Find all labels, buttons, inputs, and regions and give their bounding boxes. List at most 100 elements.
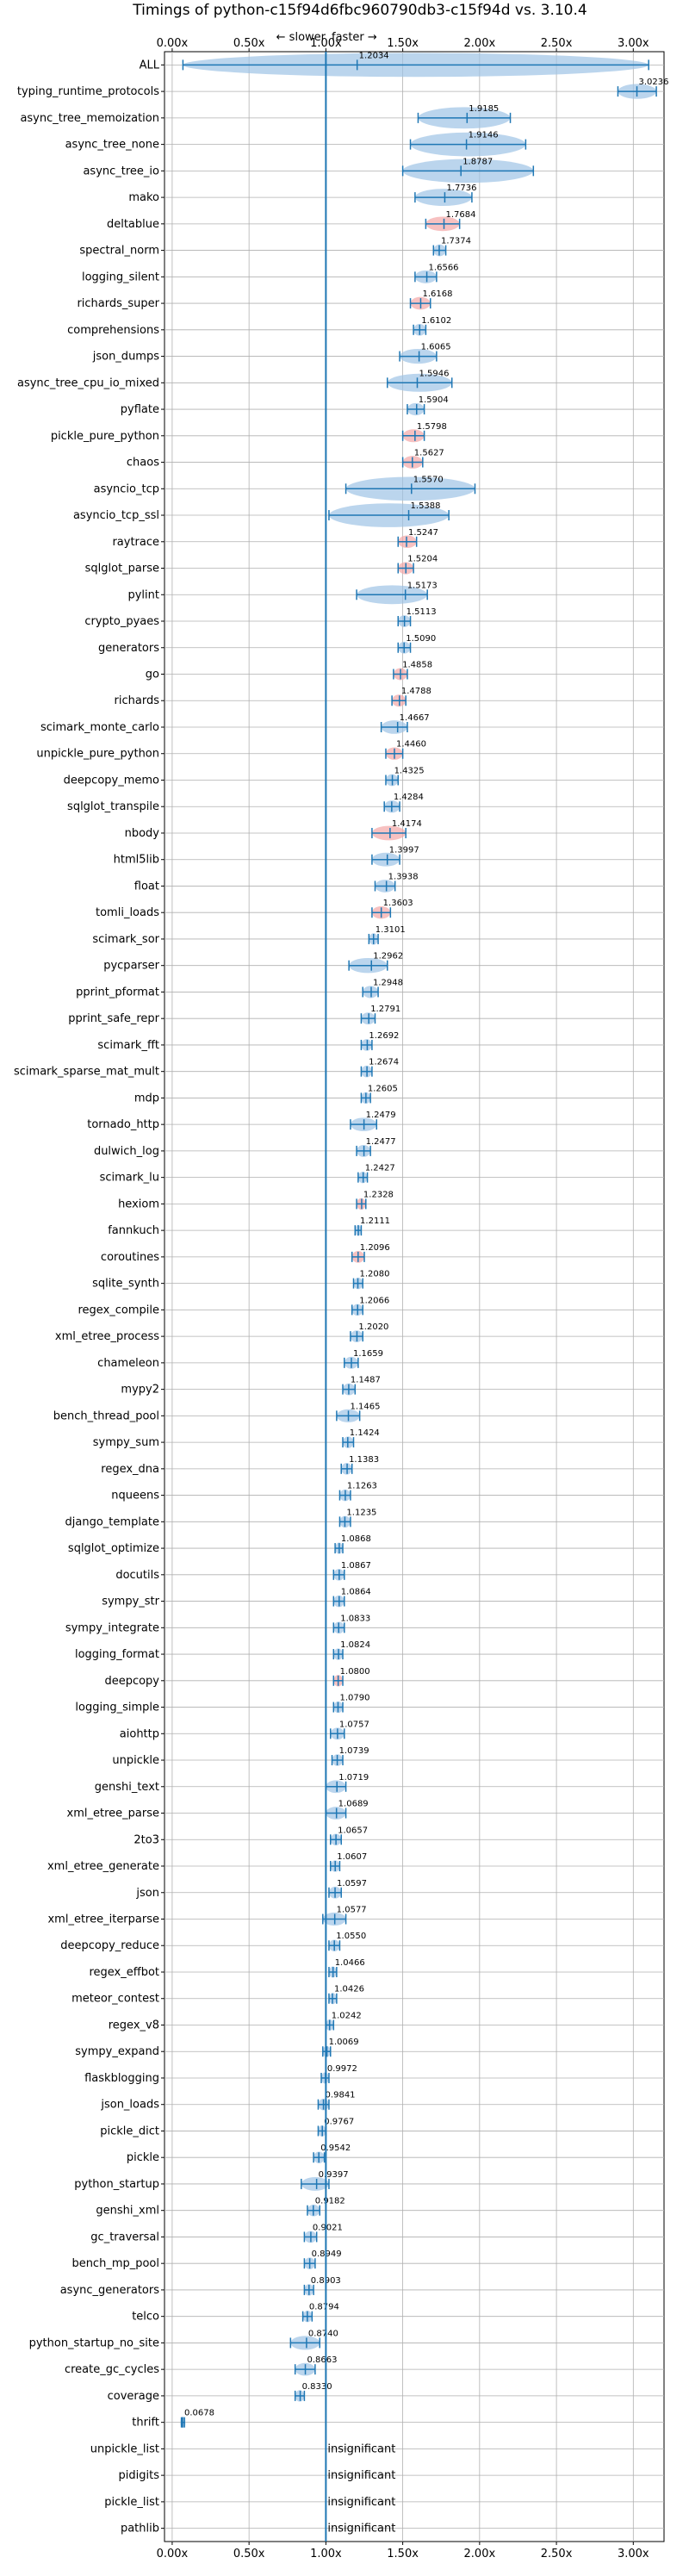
value-label: 1.3101 [376,925,406,935]
value-label: 1.5173 [407,581,438,590]
x-tick-label-bottom: 0.50x [233,2548,265,2560]
value-label: 1.0466 [335,1958,365,1968]
grid-lines [164,52,664,2542]
value-label: 1.2791 [370,1005,400,1014]
value-label: 0.0678 [184,2409,214,2418]
value-label: 1.0069 [329,2038,359,2047]
value-label: 1.0689 [338,1800,369,1809]
value-label: 0.9021 [313,2223,343,2232]
benchmark-labels: ALL typing_runtime_protocols async_tree_me… [14,59,164,2536]
benchmark-label: sympy_expand [75,2045,159,2058]
benchmark-label: sympy_str [102,1596,159,1608]
value-label: 1.5113 [407,607,437,617]
benchmark-label: logging_format [75,1648,159,1661]
benchmark-label: json_loads [100,2099,159,2112]
value-label: 1.0824 [340,1640,370,1650]
benchmark-label: unpickle [112,1754,159,1767]
benchmark-label: fannkuch [108,1224,159,1237]
benchmark-label: thrift [132,2417,159,2430]
value-label: 0.9397 [319,2170,349,2180]
x-tick-label-top: 2.50x [541,37,573,50]
value-label: 1.0242 [332,2011,362,2020]
value-label: 1.0757 [339,1720,369,1729]
value-label: 0.8663 [307,2355,338,2365]
value-label: 1.0426 [334,1985,364,1994]
benchmark-label: logging_silent [82,271,159,283]
value-label: 1.4325 [394,766,425,775]
benchmark-label: coroutines [101,1251,159,1264]
value-label: 1.8787 [462,157,493,166]
benchmark-label: async_generators [60,2284,160,2297]
benchmark-label: sympy_integrate [65,1621,159,1634]
value-label: 0.8740 [308,2329,338,2338]
benchmark-label: pylint [127,588,159,601]
x-tick-label-bottom: 1.50x [387,2548,419,2560]
x-tick-label-bottom: 3.00x [618,2548,649,2560]
value-label: 1.3997 [389,846,419,856]
value-label: 1.2674 [369,1058,399,1067]
benchmark-label: regex_effbot [89,1966,159,1979]
value-label: 1.4667 [400,713,430,723]
benchmark-label: genshi_xml [96,2205,159,2218]
benchmark-label: pickle_dict [100,2125,159,2137]
value-label: 3.0236 [639,78,669,87]
value-label: 1.4174 [392,819,422,829]
benchmark-label: logging_simple [75,1702,159,1714]
value-label: 1.2479 [366,1111,396,1120]
benchmark-label: create_gc_cycles [65,2363,159,2376]
direction-slower-label: ← slower [276,31,326,44]
benchmark-label: sqlglot_parse [85,563,159,576]
benchmark-label: comprehensions [67,324,159,337]
value-label: 1.5570 [413,475,444,484]
benchmark-label: xml_etree_process [55,1330,159,1343]
benchmark-label: float [134,880,159,893]
benchmark-label: spectral_norm [79,245,159,258]
benchmark-label: aiohttp [120,1727,159,1740]
plot-area [164,51,665,2542]
value-label: 1.1263 [347,1482,377,1491]
x-tick-label-bottom: 0.00x [157,2548,189,2560]
x-tick-label-top: 0.00x [157,37,189,50]
benchmark-label: bench_mp_pool [71,2257,159,2270]
benchmark-label: raytrace [112,536,159,549]
benchmark-label: richards [115,694,160,707]
value-label: 1.2427 [365,1164,395,1173]
value-label: 1.5090 [406,634,436,644]
value-label: 1.2096 [360,1243,390,1253]
benchmark-label: ALL [140,59,160,72]
benchmark-label: regex_v8 [109,2019,159,2032]
benchmark-label: python_startup [74,2178,159,2191]
benchmark-label: tomli_loads [96,906,159,919]
insignificant-label: insignificant [327,2496,395,2509]
insignificant-label: insignificant [327,2523,395,2536]
value-label: 1.0739 [339,1746,369,1756]
value-label: 1.2034 [359,51,389,60]
benchmark-label: python_startup_no_site [29,2336,159,2349]
value-label: 1.2328 [363,1190,394,1199]
benchmark-label: hexiom [118,1198,159,1210]
benchmark-label: xml_etree_generate [47,1860,159,1873]
benchmark-label: tornado_http [87,1118,159,1131]
benchmark-label: async_tree_memoization [20,112,159,125]
benchmark-label: gc_traversal [90,2231,159,2243]
value-label: 1.0868 [341,1534,371,1544]
benchmark-label: scimark_lu [100,1172,159,1185]
value-label: 1.7374 [441,237,471,246]
benchmark-label: mypy2 [121,1384,159,1397]
benchmark-label: chaos [127,457,159,470]
benchmark-label: pathlib [121,2523,159,2536]
value-label: 1.5946 [419,369,449,378]
value-label: 1.1235 [346,1508,376,1517]
value-label: 1.4788 [401,687,431,696]
value-label: 1.1465 [351,1402,381,1411]
benchmark-label: deepcopy [104,1675,159,1688]
benchmark-label: pyflate [121,403,159,416]
benchmark-label: pickle_pure_python [51,430,159,443]
benchmark-label: pickle_list [104,2496,159,2509]
benchmark-label: go [146,669,159,681]
benchmark-label: richards_super [77,297,159,310]
benchmark-label: xml_etree_parse [67,1808,159,1820]
benchmark-label: mdp [134,1092,159,1104]
insignificant-label: insignificant [327,2442,395,2455]
value-label: 1.6065 [421,343,451,352]
